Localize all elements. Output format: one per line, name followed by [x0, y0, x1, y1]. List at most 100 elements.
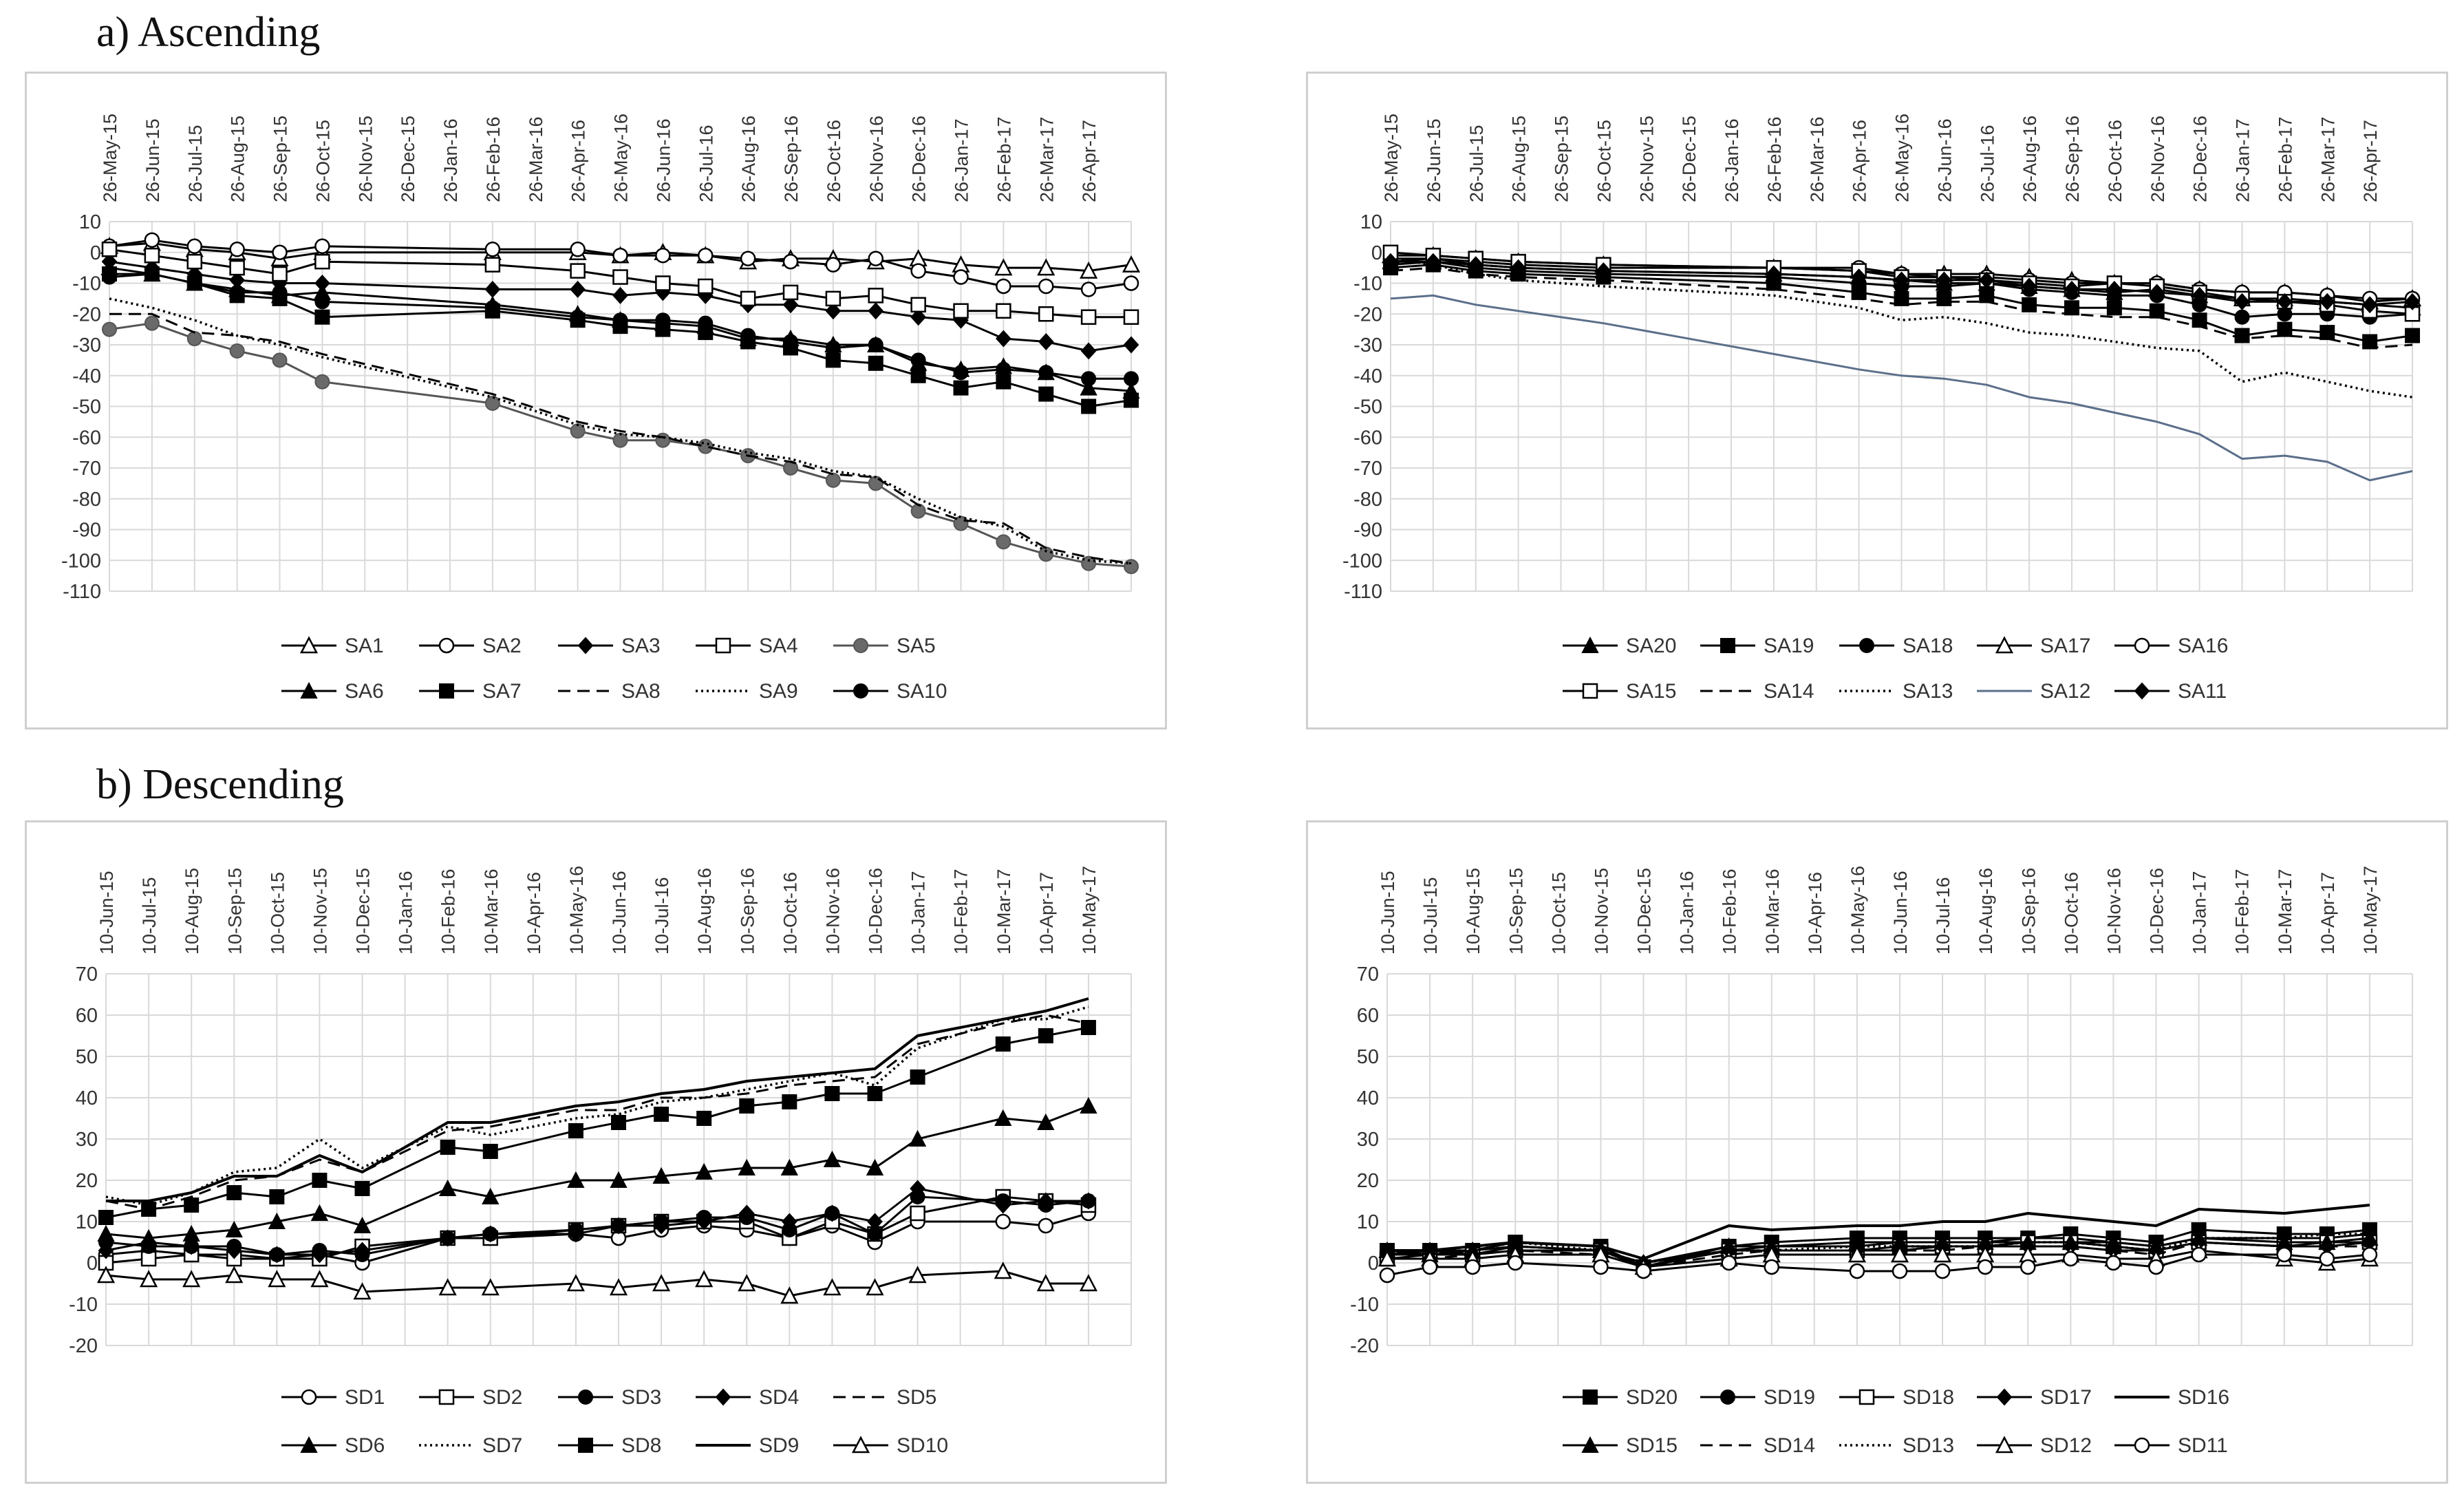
data-point [825, 290, 842, 307]
data-point [2405, 328, 2420, 343]
legend-label: SA10 [897, 680, 947, 703]
data-point [1468, 256, 1484, 274]
x-tick-label: 10-Sep-15 [1506, 868, 1526, 955]
x-tick-label: 26-Jul-16 [696, 125, 716, 202]
legend-label: SD11 [2178, 1434, 2228, 1457]
legend-label: SD18 [1903, 1386, 1954, 1409]
x-tick-label: 10-May-16 [1847, 866, 1868, 955]
legend-item-sd13: SD13 [1839, 1434, 1954, 1457]
x-tick-label: 10-Dec-16 [2147, 868, 2167, 955]
data-point [2063, 1250, 2079, 1267]
legend-marker [438, 637, 455, 654]
x-tick-label: 26-May-16 [611, 114, 632, 202]
data-point [141, 1202, 157, 1217]
legend-marker [299, 636, 319, 654]
data-point [698, 278, 714, 295]
data-point [867, 1213, 883, 1231]
data-point [2064, 280, 2080, 298]
data-point [995, 1213, 1011, 1230]
series-sd3 [98, 1189, 1096, 1262]
legend-label: SD14 [1764, 1434, 1815, 1457]
legend-item-sa8: SA8 [558, 680, 661, 703]
data-point [1936, 271, 1952, 289]
data-point [1038, 1192, 1054, 1210]
legend-item-sd8: SD8 [558, 1434, 661, 1457]
y-tick-label: 30 [76, 1129, 98, 1151]
x-tick-label: 26-Feb-17 [2275, 116, 2295, 202]
data-point [655, 247, 671, 264]
data-point [1038, 306, 1054, 322]
series-line-sd1 [105, 1212, 1089, 1264]
data-point [824, 1086, 840, 1101]
data-point [140, 1228, 158, 1246]
data-point [996, 278, 1011, 295]
data-point [780, 1286, 799, 1304]
x-tick-label: 10-Jul-16 [1933, 877, 1953, 955]
data-point [1977, 1259, 1993, 1275]
data-point [353, 1216, 372, 1233]
data-point [102, 321, 117, 337]
data-point [953, 365, 969, 381]
data-point [226, 1185, 242, 1200]
data-point [780, 1158, 798, 1175]
y-tick-label: 10 [1360, 211, 1382, 233]
data-point [1596, 262, 1611, 280]
legend-item-sd6: SD6 [281, 1434, 385, 1457]
legend-marker [1581, 1436, 1599, 1453]
data-point [2361, 1246, 2378, 1263]
data-point [910, 1180, 925, 1197]
data-point [229, 259, 245, 276]
data-point [229, 284, 245, 300]
data-point [1379, 1267, 1395, 1284]
legend-marker [1720, 638, 1735, 653]
y-tick-label: 0 [1371, 242, 1382, 264]
y-tick-label: -80 [1353, 489, 1382, 511]
y-tick-label: 70 [76, 964, 98, 986]
data-point [354, 1242, 370, 1259]
data-point [144, 247, 160, 264]
series-line-sa13 [1390, 257, 2413, 398]
data-point [823, 1278, 842, 1296]
series-line-sd14 [1387, 1241, 2370, 1268]
data-point [696, 1213, 712, 1231]
legend-marker [438, 1389, 455, 1405]
data-point [908, 1129, 927, 1147]
x-tick-label: 26-Jun-15 [1424, 118, 1444, 202]
legend-label: SA9 [759, 680, 798, 703]
y-tick-label: 10 [76, 1211, 98, 1233]
y-tick-label: 0 [1368, 1253, 1379, 1275]
data-point [996, 534, 1011, 550]
data-point [612, 269, 628, 285]
data-point [144, 232, 160, 248]
data-point [824, 1204, 840, 1222]
data-point [1890, 1245, 1909, 1263]
legend-label: SA11 [2178, 680, 2227, 703]
x-tick-label: 26-Aug-15 [228, 116, 248, 202]
data-point [2106, 280, 2123, 298]
legend-label: SA14 [1764, 680, 1814, 703]
data-point [2021, 277, 2037, 295]
legend-marker [1859, 638, 1874, 653]
x-tick-label: 10-Nov-16 [822, 868, 843, 955]
legend-label: SA19 [1764, 635, 1814, 657]
data-point [994, 258, 1013, 276]
data-point [612, 247, 628, 264]
x-tick-label: 26-Aug-16 [738, 116, 759, 202]
y-tick-label: -80 [72, 489, 101, 511]
data-point [1123, 309, 1139, 325]
data-point [1080, 261, 1098, 279]
data-point [996, 361, 1011, 377]
data-point [738, 1158, 756, 1175]
data-point [570, 309, 586, 325]
data-point [1124, 371, 1139, 387]
x-tick-label: 10-Mar-16 [481, 869, 502, 955]
series-sd11 [1379, 1246, 2378, 1284]
data-point [1464, 1259, 1481, 1275]
series-line-sd11 [1386, 1253, 2370, 1277]
x-tick-label: 26-Dec-16 [2190, 116, 2211, 202]
series-line-sd10 [105, 1270, 1089, 1297]
data-point [910, 352, 926, 368]
descending-left-panel: 70 60 50 40 30 20 10 0 -10 -20 10-Jun-15 10-Jul-15 1… [25, 820, 1167, 1484]
data-point [910, 503, 926, 519]
y-tick-label: -50 [1353, 396, 1382, 418]
